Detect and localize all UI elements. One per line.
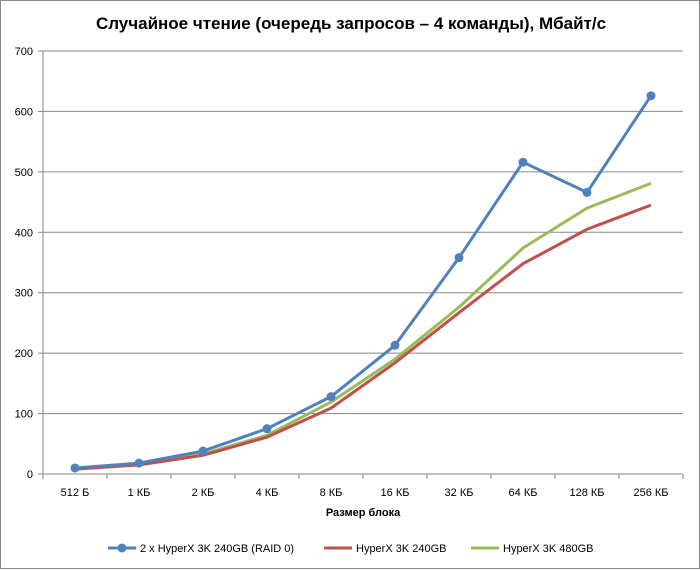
data-point xyxy=(326,392,336,402)
data-point xyxy=(582,187,592,197)
y-tick-label: 100 xyxy=(15,409,33,421)
series-line xyxy=(74,203,652,471)
data-point xyxy=(262,424,272,434)
series-line xyxy=(74,181,652,471)
x-tick-label: 32 КБ xyxy=(445,487,474,499)
data-point xyxy=(646,91,656,101)
x-tick-label: 16 КБ xyxy=(381,487,410,499)
x-tick-label: 1 КБ xyxy=(128,487,151,499)
data-point xyxy=(70,463,80,473)
x-tick-label: 128 КБ xyxy=(569,487,604,499)
y-tick-label: 200 xyxy=(15,348,33,360)
chart-title: Случайное чтение (очередь запросов – 4 к… xyxy=(96,14,606,33)
y-tick-label: 400 xyxy=(15,227,33,239)
legend-label: HyperX 3K 480GB xyxy=(503,543,594,555)
x-tick-label: 512 Б xyxy=(61,487,90,499)
x-tick-label: 8 КБ xyxy=(320,487,343,499)
data-point xyxy=(198,446,208,456)
data-point xyxy=(454,253,464,263)
y-tick-label: 600 xyxy=(15,106,33,118)
x-tick-label: 4 КБ xyxy=(256,487,279,499)
data-point xyxy=(518,157,528,167)
legend-label: HyperX 3K 240GB xyxy=(356,543,447,555)
y-tick-label: 300 xyxy=(15,288,33,300)
x-tick-label: 256 КБ xyxy=(633,487,668,499)
y-tick-label: 700 xyxy=(15,46,33,58)
data-point xyxy=(134,458,144,468)
legend-marker xyxy=(117,543,127,553)
y-tick-label: 0 xyxy=(27,469,33,481)
x-tick-label: 64 КБ xyxy=(509,487,538,499)
series-line xyxy=(74,94,653,470)
legend-label: 2 x HyperX 3K 240GB (RAID 0) xyxy=(140,543,294,555)
data-point xyxy=(390,340,400,350)
x-tick-label: 2 КБ xyxy=(192,487,215,499)
y-tick-label: 500 xyxy=(15,167,33,179)
x-axis-label: Размер блока xyxy=(326,507,401,519)
